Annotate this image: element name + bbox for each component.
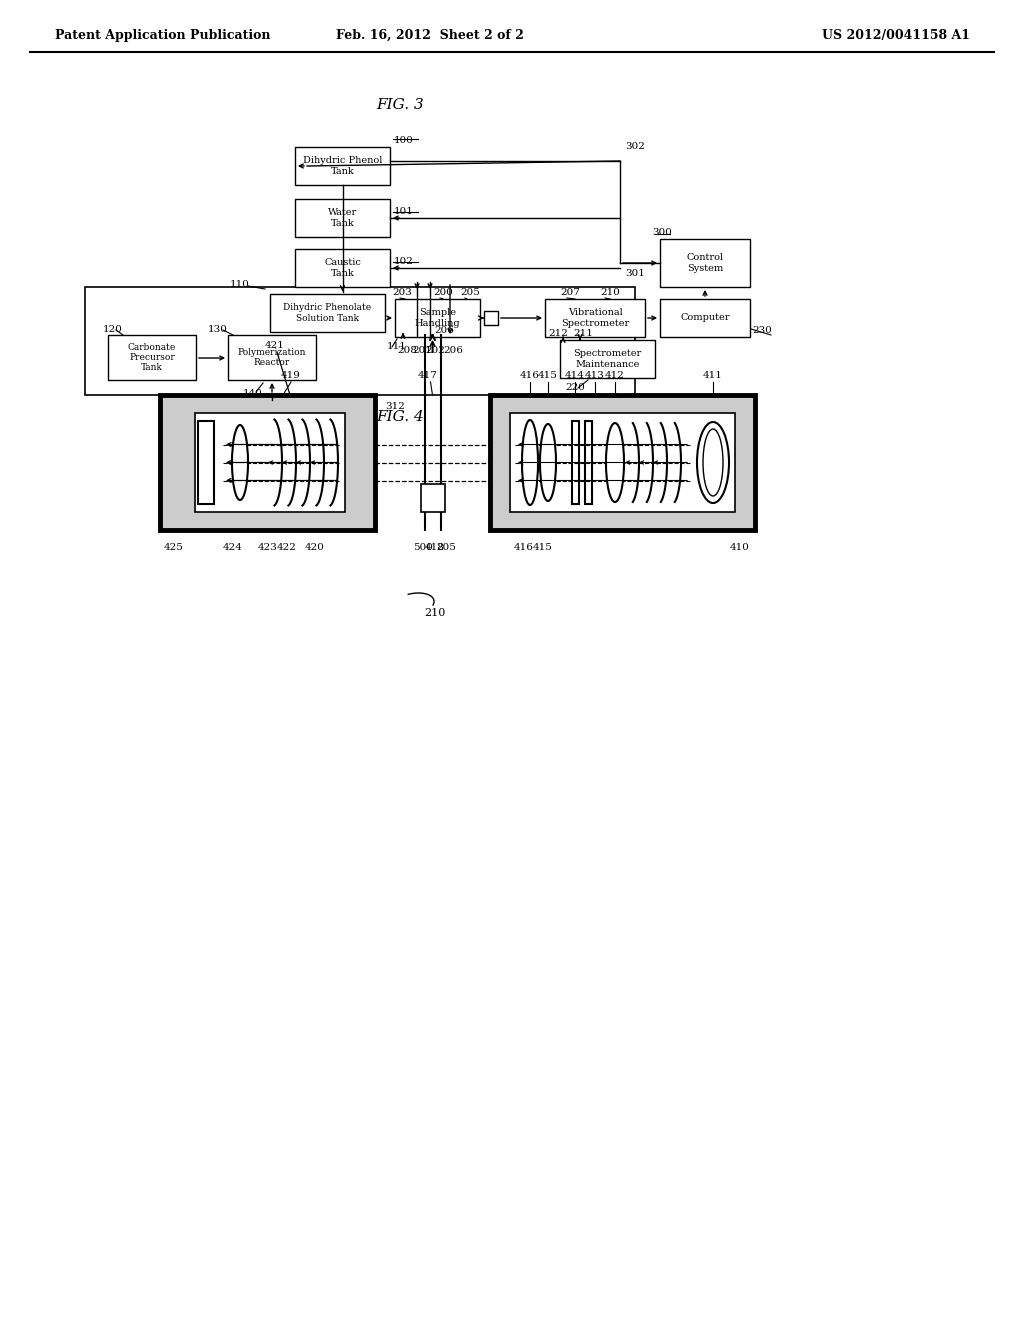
Text: 421: 421 [265,341,285,350]
Text: 416: 416 [514,543,534,552]
Text: FIG. 4: FIG. 4 [376,411,424,424]
Bar [484,312,498,325]
Text: 210: 210 [424,609,445,618]
Text: 110: 110 [230,280,250,289]
Bar [572,421,579,504]
Text: 419: 419 [281,371,301,380]
Text: 220: 220 [565,383,585,392]
Bar [295,199,390,238]
Text: 410: 410 [730,543,750,552]
Text: 312: 312 [385,403,404,411]
Text: Caustic
Tank: Caustic Tank [324,259,360,277]
Text: 205: 205 [460,288,480,297]
Text: 140: 140 [243,389,263,399]
Text: Computer: Computer [680,314,730,322]
Text: 416: 416 [520,371,540,380]
Text: 414: 414 [565,371,585,380]
Ellipse shape [232,425,248,500]
Text: 417: 417 [418,371,437,380]
Text: 415: 415 [534,543,553,552]
Text: 500: 500 [413,543,432,552]
Bar [490,395,755,531]
Text: 425: 425 [164,543,184,552]
Text: 111: 111 [387,342,407,351]
Bar [160,395,375,531]
Bar [108,335,196,380]
Text: 424: 424 [223,543,243,552]
Text: Water
Tank: Water Tank [328,209,357,227]
Text: Spectrometer
Maintenance: Spectrometer Maintenance [573,350,642,368]
Text: 102: 102 [394,257,414,267]
Text: Sample
Handling: Sample Handling [415,309,461,327]
Bar [660,300,750,337]
Text: Dihydric Phenolate
Solution Tank: Dihydric Phenolate Solution Tank [284,304,372,322]
Ellipse shape [540,424,556,502]
Text: 208: 208 [397,346,417,355]
Text: 211: 211 [573,329,593,338]
Bar [295,147,390,185]
Bar [198,421,214,504]
Text: 201: 201 [412,346,432,355]
Bar [85,286,635,395]
Text: 422: 422 [278,543,297,552]
Text: 206: 206 [434,326,455,335]
Text: Feb. 16, 2012  Sheet 2 of 2: Feb. 16, 2012 Sheet 2 of 2 [336,29,524,41]
Text: 230: 230 [752,326,772,335]
Text: Dihydric Phenol
Tank: Dihydric Phenol Tank [303,156,382,176]
Text: Polymerization
Reactor: Polymerization Reactor [238,347,306,367]
Bar [585,421,592,504]
Text: 418: 418 [425,543,444,552]
Ellipse shape [697,422,729,503]
Text: 412: 412 [605,371,625,380]
Text: 200: 200 [433,288,453,297]
Bar [395,300,480,337]
Text: 302: 302 [625,143,645,150]
Text: 207: 207 [560,288,580,297]
Ellipse shape [522,420,538,506]
Text: 130: 130 [208,325,228,334]
Bar [510,413,735,512]
Bar [545,300,645,337]
Bar [228,335,316,380]
Text: 301: 301 [625,269,645,279]
Text: US 2012/0041158 A1: US 2012/0041158 A1 [822,29,970,41]
Text: 101: 101 [394,207,414,216]
Text: 411: 411 [703,371,723,380]
Bar [660,239,750,286]
Text: Patent Application Publication: Patent Application Publication [55,29,270,41]
Text: 420: 420 [305,543,325,552]
Text: 205: 205 [436,543,457,552]
Text: 202: 202 [425,346,444,355]
Text: 100: 100 [394,136,414,145]
Text: 203: 203 [392,288,412,297]
Text: Control
System: Control System [686,253,724,273]
Bar [270,294,385,333]
Text: 120: 120 [103,325,123,334]
Text: 210: 210 [600,288,620,297]
Bar [560,341,655,378]
Text: 212: 212 [548,329,568,338]
Bar [421,484,444,512]
Ellipse shape [703,429,723,496]
Ellipse shape [606,422,624,502]
Text: Vibrational
Spectrometer: Vibrational Spectrometer [561,309,629,327]
Text: 300: 300 [652,228,672,238]
Bar [195,413,345,512]
Bar [295,249,390,286]
Text: 413: 413 [585,371,605,380]
Text: Carbonate
Precursor
Tank: Carbonate Precursor Tank [128,343,176,372]
Text: 423: 423 [258,543,278,552]
Text: 415: 415 [538,371,558,380]
Text: FIG. 3: FIG. 3 [376,98,424,112]
Text: 206: 206 [443,346,463,355]
